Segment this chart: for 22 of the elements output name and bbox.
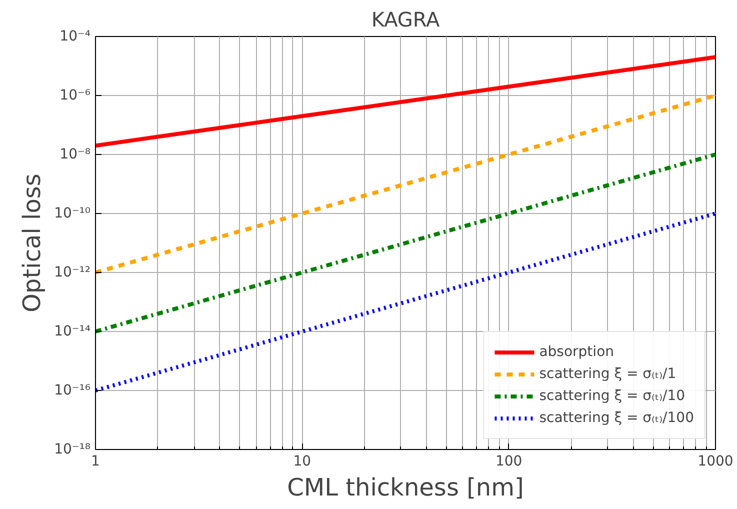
- chart-title: KAGRA: [371, 8, 440, 32]
- y-tick-label: 10⁻¹⁶: [54, 382, 91, 398]
- y-tick-label: 10⁻⁴: [60, 28, 91, 44]
- legend-label: absorption: [539, 344, 614, 360]
- y-tick-label: 10⁻¹⁸: [54, 442, 91, 458]
- x-axis-title: CML thickness [nm]: [287, 474, 524, 502]
- y-tick-label: 10⁻¹²: [54, 264, 91, 280]
- line-series: [96, 94, 716, 274]
- line-series: [96, 55, 716, 148]
- x-tick-label: 1000: [698, 454, 734, 470]
- y-axis-title: Optical loss: [18, 174, 46, 312]
- y-tick-label: 10⁻¹⁰: [54, 206, 91, 222]
- legend-label: scattering ξ = σ₍ₜ₎/10: [539, 388, 686, 404]
- x-tick-label: 100: [495, 454, 522, 470]
- y-tick-label: 10⁻⁶: [60, 88, 91, 104]
- y-tick-label: 10⁻¹⁴: [54, 324, 91, 340]
- legend-label: scattering ξ = σ₍ₜ₎/1: [539, 366, 676, 382]
- y-tick-label: 10⁻⁸: [60, 146, 91, 162]
- line-series: [96, 152, 716, 334]
- x-tick-label: 1: [91, 454, 100, 470]
- legend-label: scattering ξ = σ₍ₜ₎/100: [539, 410, 694, 426]
- x-tick-label: 10: [293, 454, 312, 470]
